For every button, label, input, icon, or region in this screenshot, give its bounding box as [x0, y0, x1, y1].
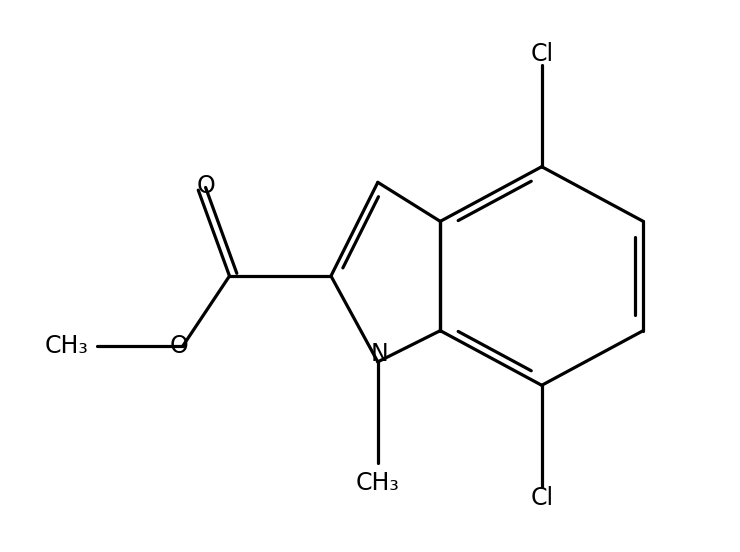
Text: Cl: Cl	[530, 41, 554, 66]
Text: O: O	[197, 174, 215, 198]
Text: Cl: Cl	[530, 486, 554, 511]
Text: CH₃: CH₃	[45, 335, 89, 358]
Text: O: O	[169, 335, 188, 358]
Text: CH₃: CH₃	[356, 471, 400, 495]
Text: N: N	[371, 342, 388, 366]
